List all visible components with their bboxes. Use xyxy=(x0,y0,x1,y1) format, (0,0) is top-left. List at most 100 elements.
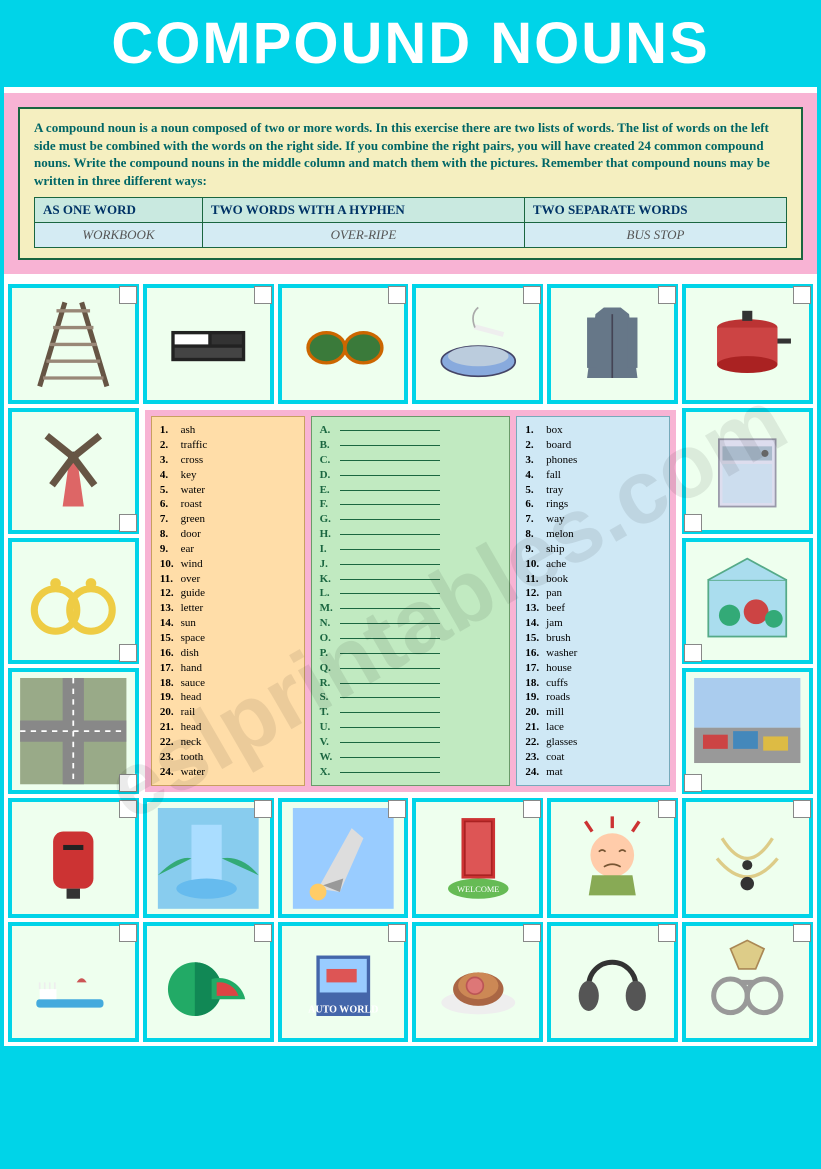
pic-sunglasses xyxy=(278,284,409,404)
pic-letterbox xyxy=(8,798,139,918)
answer-line[interactable]: H. xyxy=(320,527,502,542)
checkbox[interactable] xyxy=(388,286,406,304)
checkbox[interactable] xyxy=(119,644,137,662)
answer-line[interactable]: A. xyxy=(320,423,502,438)
left-word: 5. water xyxy=(160,483,296,498)
checkbox[interactable] xyxy=(793,286,811,304)
pic-watermelon xyxy=(143,922,274,1042)
word-lists: 1. ash2. traffic3. cross4. key5. water6.… xyxy=(143,408,678,794)
right-word: 22. glasses xyxy=(525,735,661,750)
answer-line[interactable]: L. xyxy=(320,586,502,601)
svg-text:AUTO WORLD: AUTO WORLD xyxy=(308,1005,378,1016)
right-word: 6. rings xyxy=(525,497,661,512)
left-word: 8. door xyxy=(160,527,296,542)
answer-line[interactable]: T. xyxy=(320,705,502,720)
checkbox[interactable] xyxy=(119,924,137,942)
right-word: 12. pan xyxy=(525,586,661,601)
pic-dishwasher xyxy=(682,408,813,534)
answer-line[interactable]: E. xyxy=(320,483,502,498)
left-word: 23. tooth xyxy=(160,750,296,765)
answer-line[interactable]: O. xyxy=(320,631,502,646)
answer-line[interactable]: Q. xyxy=(320,661,502,676)
right-word: 16. washer xyxy=(525,646,661,661)
answer-line[interactable]: P. xyxy=(320,646,502,661)
right-word: 8. melon xyxy=(525,527,661,542)
right-word: 5. tray xyxy=(525,483,661,498)
answer-line[interactable]: B. xyxy=(320,438,502,453)
checkbox[interactable] xyxy=(658,286,676,304)
left-word: 20. rail xyxy=(160,705,296,720)
answer-line[interactable]: K. xyxy=(320,572,502,587)
pic-saucepan xyxy=(682,284,813,404)
right-word: 18. cuffs xyxy=(525,676,661,691)
right-word: 20. mill xyxy=(525,705,661,720)
left-word: 11. over xyxy=(160,572,296,587)
answer-line[interactable]: C. xyxy=(320,453,502,468)
left-word: 13. letter xyxy=(160,601,296,616)
pic-guidebook: AUTO WORLD xyxy=(278,922,409,1042)
answer-line[interactable]: N. xyxy=(320,616,502,631)
pic-crossroads xyxy=(8,668,139,794)
right-words: 1. box2. board3. phones4. fall5. tray6. … xyxy=(516,416,670,786)
answer-line[interactable]: S. xyxy=(320,690,502,705)
right-word: 11. book xyxy=(525,572,661,587)
checkbox[interactable] xyxy=(119,514,137,532)
ways-table: AS ONE WORD TWO WORDS WITH A HYPHEN TWO … xyxy=(34,197,787,248)
checkbox[interactable] xyxy=(684,774,702,792)
answer-line[interactable]: M. xyxy=(320,601,502,616)
checkbox[interactable] xyxy=(523,286,541,304)
ways-header-1: AS ONE WORD xyxy=(35,198,203,223)
checkbox[interactable] xyxy=(254,924,272,942)
left-word: 21. head xyxy=(160,720,296,735)
answer-line[interactable]: V. xyxy=(320,735,502,750)
checkbox[interactable] xyxy=(119,286,137,304)
checkbox[interactable] xyxy=(523,924,541,942)
checkbox[interactable] xyxy=(793,924,811,942)
pic-toothbrush xyxy=(8,922,139,1042)
right-word: 19. roads xyxy=(525,690,661,705)
svg-text:WELCOME: WELCOME xyxy=(457,885,499,894)
checkbox[interactable] xyxy=(793,800,811,818)
pic-headphones xyxy=(547,922,678,1042)
checkbox[interactable] xyxy=(523,800,541,818)
pic-windmill xyxy=(8,408,139,534)
answer-line[interactable]: W. xyxy=(320,750,502,765)
ways-header-3: TWO SEPARATE WORDS xyxy=(524,198,786,223)
instructions-box: A compound noun is a noun composed of tw… xyxy=(18,107,803,260)
right-word: 7. way xyxy=(525,512,661,527)
checkbox[interactable] xyxy=(388,800,406,818)
answer-line[interactable]: J. xyxy=(320,557,502,572)
pic-keyboard xyxy=(143,284,274,404)
right-word: 10. ache xyxy=(525,557,661,572)
checkbox[interactable] xyxy=(388,924,406,942)
answer-line[interactable]: D. xyxy=(320,468,502,483)
checkbox[interactable] xyxy=(684,644,702,662)
checkbox[interactable] xyxy=(684,514,702,532)
answer-line[interactable]: G. xyxy=(320,512,502,527)
ways-example-1: WORKBOOK xyxy=(35,223,203,248)
checkbox[interactable] xyxy=(254,286,272,304)
left-word: 17. hand xyxy=(160,661,296,676)
left-word: 9. ear xyxy=(160,542,296,557)
left-word: 16. dish xyxy=(160,646,296,661)
answer-line[interactable]: R. xyxy=(320,676,502,691)
right-word: 24. mat xyxy=(525,765,661,780)
right-word: 23. coat xyxy=(525,750,661,765)
pic-earrings xyxy=(8,538,139,664)
right-word: 13. beef xyxy=(525,601,661,616)
answer-line[interactable]: U. xyxy=(320,720,502,735)
left-word: 24. water xyxy=(160,765,296,780)
checkbox[interactable] xyxy=(658,800,676,818)
checkbox[interactable] xyxy=(119,774,137,792)
answer-line[interactable]: F. xyxy=(320,497,502,512)
left-word: 2. traffic xyxy=(160,438,296,453)
pic-ashtray xyxy=(412,284,543,404)
checkbox[interactable] xyxy=(658,924,676,942)
ways-example-2: OVER-RIPE xyxy=(202,223,524,248)
answer-line[interactable]: X. xyxy=(320,765,502,780)
checkbox[interactable] xyxy=(119,800,137,818)
checkbox[interactable] xyxy=(254,800,272,818)
answer-line[interactable]: I. xyxy=(320,542,502,557)
left-word: 18. sauce xyxy=(160,676,296,691)
pic-spaceship xyxy=(278,798,409,918)
